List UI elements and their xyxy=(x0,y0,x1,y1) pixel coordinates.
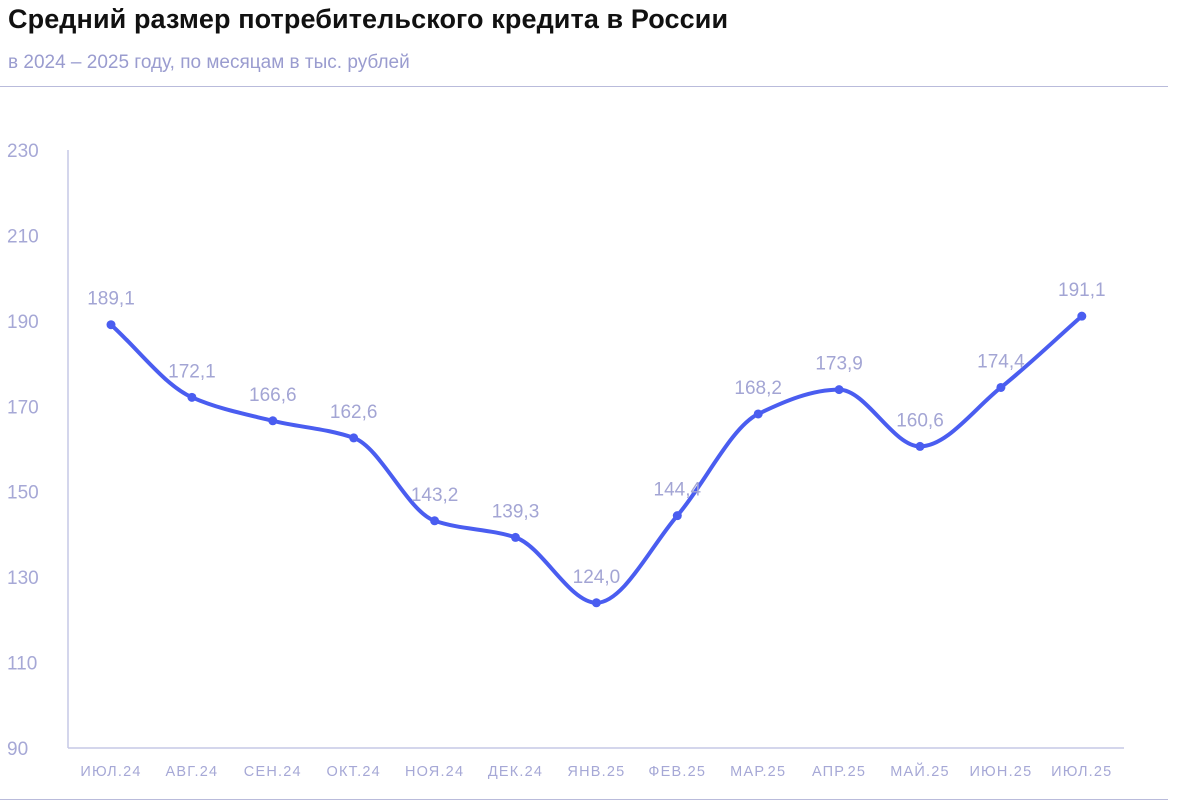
data-point xyxy=(591,598,601,608)
x-tick-label: НОЯ.24 xyxy=(405,764,464,780)
data-label: 168,2 xyxy=(734,378,782,399)
chart-subtitle: в 2024 – 2025 году, по месяцам в тыс. ру… xyxy=(8,52,410,73)
data-points xyxy=(106,311,1087,608)
data-label: 191,1 xyxy=(1058,280,1106,301)
x-tick-label: ИЮЛ.25 xyxy=(1051,764,1112,780)
data-point xyxy=(430,516,440,526)
data-label: 162,6 xyxy=(330,402,378,423)
data-point xyxy=(834,385,844,395)
data-point xyxy=(511,532,520,542)
y-tick-label: 150 xyxy=(7,483,39,504)
y-tick-label: 190 xyxy=(7,312,39,333)
y-tick-label: 90 xyxy=(7,739,28,760)
x-tick-label: ИЮН.25 xyxy=(969,764,1032,780)
x-tick-label: МАР.25 xyxy=(730,764,786,780)
data-label: 189,1 xyxy=(87,289,135,310)
data-point xyxy=(915,441,925,451)
top-divider xyxy=(0,86,1168,87)
data-point xyxy=(268,416,278,426)
series-line xyxy=(109,314,1084,605)
x-tick-label: ОКТ.24 xyxy=(327,764,381,780)
data-point xyxy=(996,382,1006,392)
x-tick-label: АПР.25 xyxy=(812,764,866,780)
x-tick-labels: ИЮЛ.24 АВГ.24 СЕН.24 ОКТ.24 НОЯ.24 ДЕК.24 ЯНВ.… xyxy=(80,762,1112,780)
bottom-divider xyxy=(0,799,1168,800)
data-label: 139,3 xyxy=(492,501,540,522)
data-point xyxy=(1077,311,1087,321)
y-tick-label: 130 xyxy=(7,568,39,589)
data-label: 143,2 xyxy=(411,485,459,506)
data-label: 160,6 xyxy=(896,410,944,431)
y-tick-label: 230 xyxy=(7,141,39,162)
data-label: 173,9 xyxy=(815,354,863,375)
data-label: 172,1 xyxy=(168,361,216,382)
data-point xyxy=(672,511,682,521)
data-point xyxy=(349,433,359,443)
y-tick-label: 110 xyxy=(7,654,37,675)
data-point xyxy=(106,320,116,330)
data-label: 166,6 xyxy=(249,385,297,406)
x-tick-label: ИЮЛ.24 xyxy=(80,764,141,780)
data-label: 144,4 xyxy=(654,480,702,501)
chart-title: Средний размер потребительского кредита … xyxy=(8,4,729,34)
x-tick-label: ФЕВ.25 xyxy=(648,764,706,780)
data-label: 174,4 xyxy=(977,351,1025,372)
data-labels: 189,1 172,1 166,6 162,6 143,2 139,3 124,0 144,4… xyxy=(87,280,1105,588)
x-tick-label: АВГ.24 xyxy=(166,764,219,780)
y-tick-label: 210 xyxy=(7,226,39,247)
data-point xyxy=(187,392,197,402)
data-point xyxy=(753,409,763,419)
y-tick-labels: 90 110 130 150 170 190 210 230 xyxy=(7,141,39,760)
x-tick-label: МАЙ.25 xyxy=(890,762,950,780)
x-tick-label: ДЕК.24 xyxy=(488,764,543,780)
data-label: 124,0 xyxy=(573,567,621,588)
x-tick-label: ЯНВ.25 xyxy=(567,764,625,780)
y-tick-label: 170 xyxy=(7,397,39,418)
x-tick-label: СЕН.24 xyxy=(244,764,302,780)
